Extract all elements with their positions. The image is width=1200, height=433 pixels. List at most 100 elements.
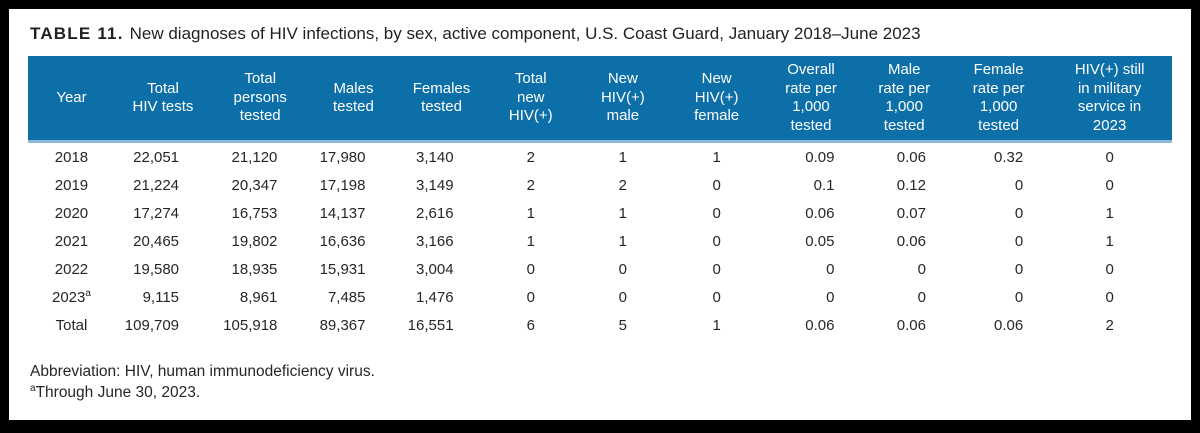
data-cell: 0.09 [805,148,835,166]
table-header: Year Total HIV tests Total persons tested M… [28,56,1172,143]
data-cell: 0.06 [805,204,835,222]
data-cell: 14,137 [319,204,366,222]
data-cell: 16,753 [231,204,278,222]
data-cell: 1 [526,204,535,222]
data-cell: 16,551 [407,316,454,334]
abbreviation-note: Abbreviation: HIV, human immunodeficienc… [30,361,1172,382]
data-cell: 0.12 [896,176,926,194]
data-cell: 17,198 [319,176,366,194]
data-cell: 20,465 [133,232,180,250]
data-cell: 3,004 [416,260,454,278]
column-header: Year [28,56,115,143]
footnote-marker: a [30,382,36,394]
table-body: 2018 22,051 21,120 17,980 3,140 2 1 1 0.09 0.06 0.… [28,142,1172,340]
data-cell: 0 [526,288,535,306]
data-cell: 89,367 [319,316,366,334]
data-cell: 1,476 [416,288,454,306]
column-header: Total new HIV(+) [485,56,576,143]
data-cell: 0.32 [994,148,1024,166]
data-cell: 0 [826,288,835,306]
date-note-text: Through June 30, 2023. [35,384,201,401]
year-cell: 2018 [54,148,89,166]
data-cell: 0 [1105,148,1114,166]
data-cell: 21,120 [231,148,278,166]
table-number: TABLE 11. [30,24,124,43]
data-cell: 105,918 [223,316,278,334]
data-cell: 6 [526,316,535,334]
data-cell: 2 [526,148,535,166]
data-cell: 7,485 [327,288,366,306]
data-cell: 2,616 [416,204,454,222]
column-header: Total HIV tests [114,56,212,143]
column-header: New HIV(+) male [575,56,670,143]
data-cell: 1 [1105,232,1114,250]
data-cell: 2 [1105,316,1114,334]
data-cell: 0 [712,204,721,222]
year-cell: 2023a [52,287,91,306]
table-title: TABLE 11. New diagnoses of HIV infections… [28,22,1172,54]
data-cell: 0 [917,288,926,306]
column-header: Males tested [309,56,398,143]
table-row: 2018 22,051 21,120 17,980 3,140 2 1 1 0.09 0.06 0.… [28,142,1172,172]
data-cell: 1 [712,316,721,334]
data-cell: 0 [1014,260,1024,278]
data-cell: 0 [1014,204,1024,222]
abbreviation-note-text: Abbreviation: HIV, human immunodeficienc… [30,363,375,380]
year-cell: 2022 [54,260,89,278]
data-cell: 2 [526,176,535,194]
data-cell: 2 [618,176,627,194]
data-cell: 0 [526,260,535,278]
data-cell: 3,149 [416,176,454,194]
data-cell: 0.06 [896,148,926,166]
data-cell: 0.1 [813,176,835,194]
data-cell: 0 [917,260,926,278]
year-cell: Total [55,316,88,334]
data-cell: 3,140 [416,148,454,166]
data-cell: 0.06 [805,316,835,334]
hiv-diagnoses-table: Year Total HIV tests Total persons tested M… [28,56,1172,339]
data-cell: 22,051 [133,148,180,166]
data-cell: 0 [712,176,721,194]
data-cell: 0 [618,260,627,278]
data-cell: 0 [1014,232,1024,250]
column-header: Female rate per 1,000 tested [949,56,1048,143]
column-header: HIV(+) still in military service in 2023 [1047,56,1172,143]
data-cell: 15,931 [319,260,366,278]
column-header: Male rate per 1,000 tested [858,56,950,143]
data-cell: 1 [618,204,627,222]
data-cell: 0 [1105,176,1114,194]
total-row: Total 109,709 105,918 89,367 16,551 6 5 1 0.06 0.… [28,311,1172,339]
data-cell: 0 [1105,260,1114,278]
data-cell: 1 [1105,204,1114,222]
data-cell: 1 [618,148,627,166]
data-cell: 0 [826,260,835,278]
data-cell: 16,636 [319,232,366,250]
data-cell: 0 [712,288,721,306]
table-row: 2020 17,274 16,753 14,137 2,616 1 1 0 0.06 0.07 0 1 [28,199,1172,227]
column-header: Overall rate per 1,000 tested [763,56,859,143]
data-cell: 0 [1014,176,1024,194]
data-cell: 0.07 [896,204,926,222]
data-cell: 17,274 [133,204,180,222]
data-cell: 17,980 [319,148,366,166]
data-cell: 21,224 [133,176,180,194]
column-header: Total persons tested [211,56,310,143]
year-cell: 2021 [54,232,89,250]
date-note: aThrough June 30, 2023. [30,382,1172,403]
footnotes: Abbreviation: HIV, human immunodeficienc… [28,361,1172,403]
data-cell: 1 [618,232,627,250]
year-cell: 2020 [54,204,89,222]
data-cell: 3,166 [416,232,454,250]
data-cell: 1 [712,148,721,166]
data-cell: 109,709 [124,316,180,334]
data-cell: 0 [618,288,627,306]
data-cell: 0 [1105,288,1114,306]
table-row: 2019 21,224 20,347 17,198 3,149 2 2 0 0.1 0.12 0 0 [28,171,1172,199]
data-cell: 5 [618,316,627,334]
footnote-marker: a [85,287,91,299]
data-cell: 0.06 [896,232,926,250]
data-cell: 19,580 [133,260,180,278]
table-row: 2022 19,580 18,935 15,931 3,004 0 0 0 0 0 0 0 [28,255,1172,283]
table-row: 2023a 9,115 8,961 7,485 1,476 0 0 0 0 0 0 0 [28,283,1172,311]
